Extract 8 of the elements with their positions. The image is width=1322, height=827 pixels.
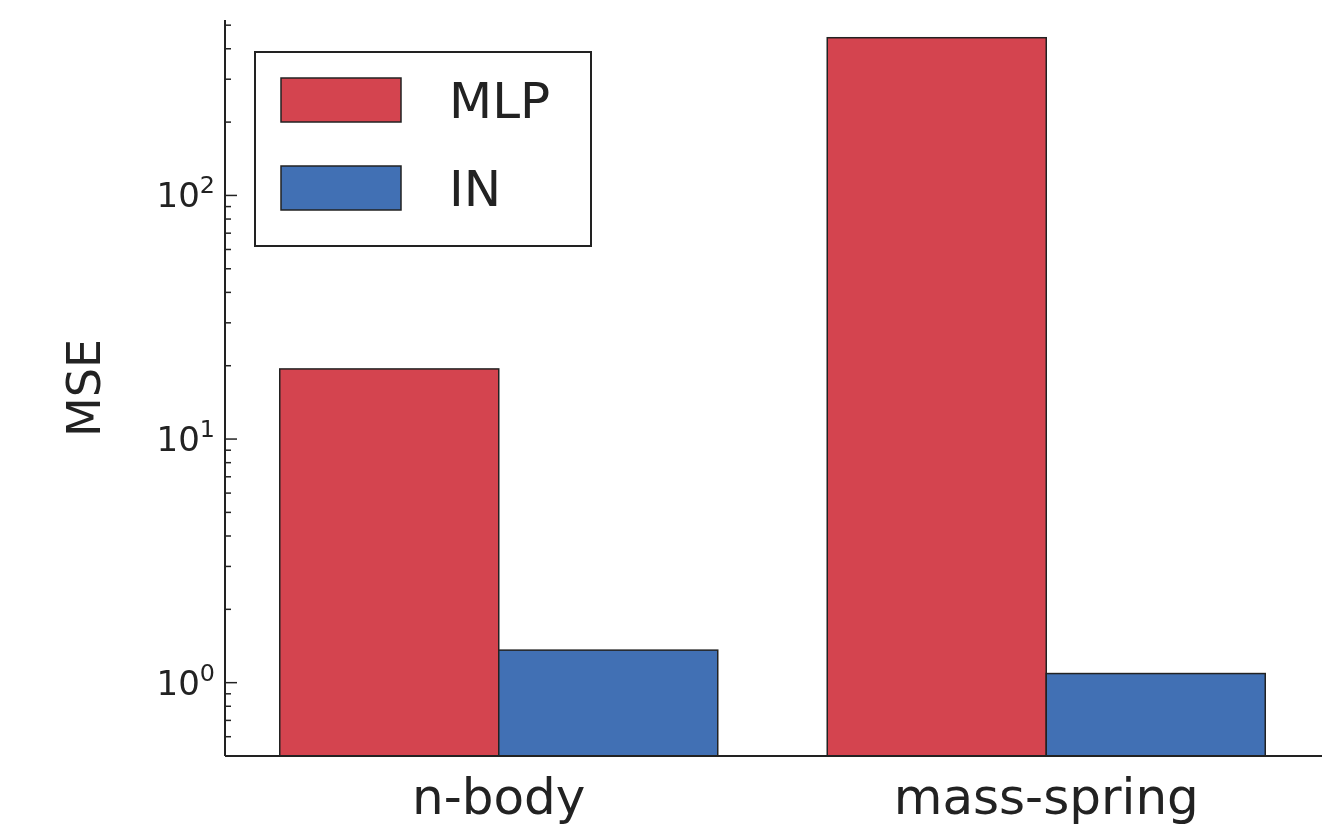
y-axis-title: MSE bbox=[57, 339, 111, 437]
x-tick-label: n-body bbox=[412, 768, 586, 826]
legend-label: MLP bbox=[449, 71, 551, 130]
y-tick-label: 10$^{2}$ bbox=[156, 171, 215, 216]
legend-label: IN bbox=[449, 159, 502, 218]
y-tick-label: 10$^{1}$ bbox=[156, 414, 215, 459]
x-tick-label: mass-spring bbox=[893, 768, 1199, 826]
y-tick-label: 10$^{0}$ bbox=[156, 658, 215, 703]
